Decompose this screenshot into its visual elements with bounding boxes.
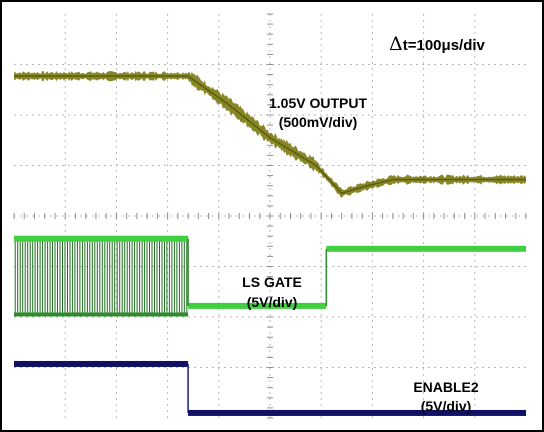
- ls-gate-switching-pulses: [14, 238, 188, 315]
- output-trace-band: [14, 70, 526, 198]
- ls-gate-series-scale: (5V/div): [247, 294, 298, 310]
- grid: [13, 13, 527, 419]
- output-series-scale: (500mV/div): [279, 114, 358, 130]
- ls-gate-low-band: [14, 312, 189, 317]
- ls-gate-high-state: [326, 245, 526, 252]
- enable2-series-scale: (5V/div): [421, 398, 472, 414]
- output-trace-line: [14, 75, 526, 195]
- enable2-low-state: [188, 409, 526, 416]
- ls-gate-high-band: [14, 235, 189, 242]
- ls-gate-series-name: LS GATE: [242, 274, 302, 290]
- enable2-high-state: [14, 360, 189, 367]
- ls-gate-low-state: [188, 302, 327, 309]
- enable2-series-name: ENABLE2: [413, 379, 479, 395]
- delta-symbol: Δ: [389, 33, 403, 55]
- traces: [14, 70, 526, 416]
- output-series-name: 1.05V OUTPUT: [269, 95, 367, 111]
- time-scale-value: t=100μs/div: [403, 37, 486, 54]
- ls-gate-edges: [187, 238, 328, 306]
- time-scale-label: Δt=100μs/div: [389, 33, 486, 55]
